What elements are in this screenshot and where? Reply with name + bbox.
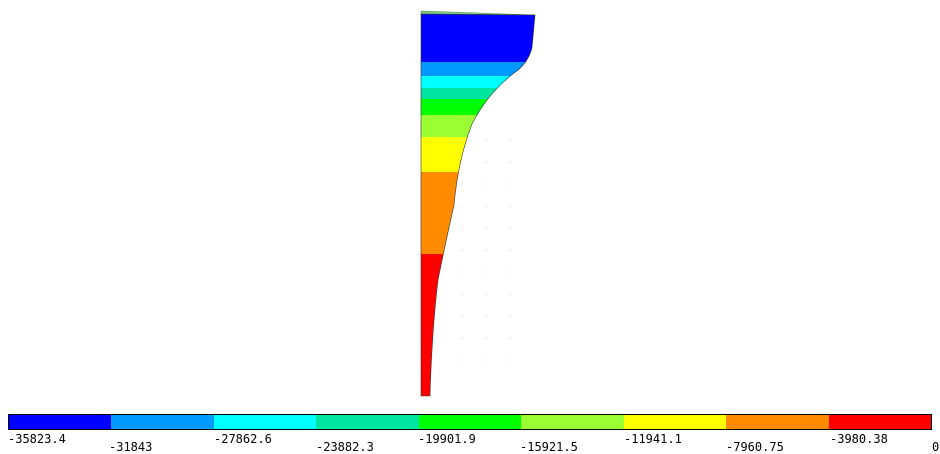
node-dot (461, 161, 463, 163)
node-dot (509, 271, 511, 273)
node-dot (461, 271, 463, 273)
node-dot (461, 249, 463, 251)
node-dot (509, 249, 511, 251)
node-dot (485, 249, 487, 251)
node-dot (509, 337, 511, 339)
node-dot (485, 183, 487, 185)
legend-label: 0 (932, 440, 940, 454)
node-dot (509, 293, 511, 295)
legend-swatch (213, 415, 317, 429)
node-dot (461, 337, 463, 339)
legend-swatch (418, 415, 522, 429)
node-dot (509, 359, 511, 361)
node-dot (509, 315, 511, 317)
node-dot (461, 227, 463, 229)
node-dot (509, 227, 511, 229)
legend-swatch (623, 415, 727, 429)
legend-label: -35823.4 (8, 432, 66, 446)
contour-band (421, 14, 535, 62)
contour-band (421, 137, 535, 172)
color-legend-bar (8, 414, 932, 430)
contour-band (421, 76, 535, 88)
node-dot (485, 227, 487, 229)
node-dot (509, 205, 511, 207)
legend-swatch (9, 415, 112, 429)
node-dot (461, 315, 463, 317)
node-dots (461, 139, 511, 361)
legend-label: -31843 (109, 440, 153, 454)
node-dot (485, 161, 487, 163)
legend-swatch (828, 415, 931, 429)
contour-band (421, 115, 535, 137)
legend-label: -3980.38 (830, 432, 888, 446)
contour-band (421, 62, 535, 76)
node-dot (461, 293, 463, 295)
node-dot (485, 359, 487, 361)
node-dot (461, 205, 463, 207)
node-dot (485, 139, 487, 141)
legend-swatch (111, 415, 214, 429)
node-dot (485, 271, 487, 273)
node-dot (485, 337, 487, 339)
legend-label: -23882.3 (316, 440, 374, 454)
contour-band (421, 99, 535, 115)
node-dot (461, 359, 463, 361)
contour-bands (421, 14, 535, 396)
contour-band (421, 172, 535, 254)
body-outline (420, 13, 536, 397)
node-dot (485, 293, 487, 295)
legend-swatch (316, 415, 419, 429)
contour-band (421, 88, 535, 99)
legend-label: -27862.6 (214, 432, 272, 446)
node-dot (509, 183, 511, 185)
legend-label: -11941.1 (624, 432, 682, 446)
legend-label: -7960.75 (726, 440, 784, 454)
node-dot (461, 183, 463, 185)
legend-label: -19901.9 (418, 432, 476, 446)
legend-label: -15921.5 (520, 440, 578, 454)
legend-swatch (521, 415, 624, 429)
node-dot (509, 139, 511, 141)
contour-band (421, 254, 535, 396)
node-dot (485, 315, 487, 317)
contour-plot (420, 10, 536, 397)
legend-swatch (726, 415, 829, 429)
node-dot (509, 161, 511, 163)
node-dot (461, 139, 463, 141)
node-dot (485, 205, 487, 207)
